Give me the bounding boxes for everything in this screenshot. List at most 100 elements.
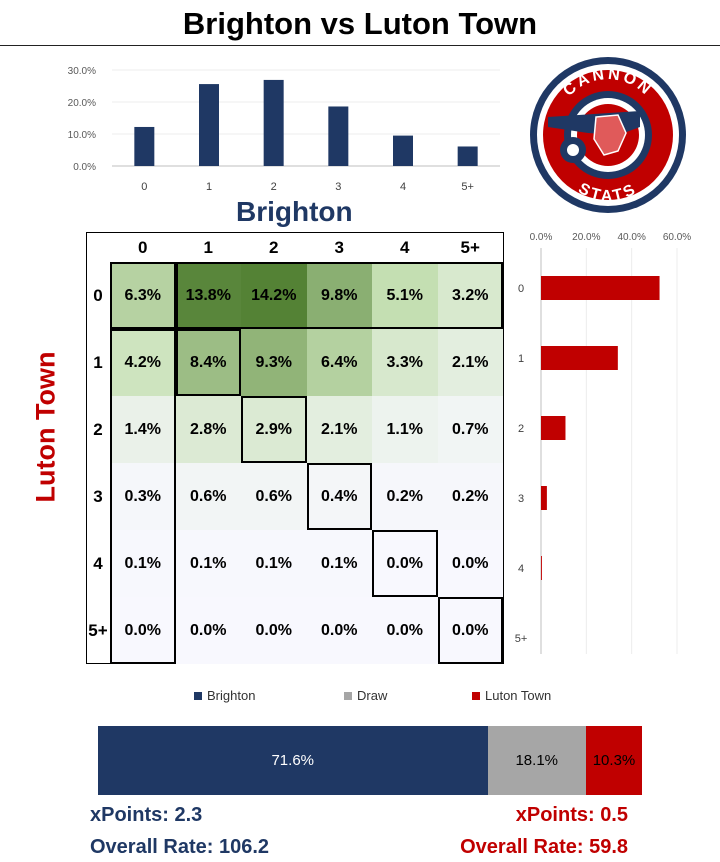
matrix-cell: 0.1% [175,530,241,597]
matrix-cell: 2.9% [241,396,307,463]
away-goals-bar [541,346,618,370]
away-chart-xtick: 60.0% [663,232,691,243]
home-chart-xtick: 4 [400,181,406,193]
away-win-col-outline [110,329,176,664]
matrix-col-header: 3 [334,238,344,257]
away-chart-ytick: 4 [518,563,524,575]
home-goals-bar [263,79,284,166]
outcome-away-segment: 10.3% [586,726,642,795]
matrix-cell: 9.3% [241,329,307,396]
home-chart-ytick: 10.0% [68,130,96,141]
matrix-cell: 0.2% [372,463,438,530]
matrix-col-header: 4 [400,238,410,257]
outcome-legend: Brighton Draw Luton Town [0,688,720,708]
matrix-cell: 14.2% [241,262,307,329]
away-chart-ytick: 3 [518,493,524,505]
matrix-cell: 0.1% [241,530,307,597]
home-goals-bar [457,146,478,166]
title-divider [0,45,720,46]
matrix-cell: 3.2% [437,262,503,329]
matrix-cell: 2.1% [306,396,372,463]
away-goals-bar [541,556,542,580]
page-title: Brighton vs Luton Town [182,6,538,41]
matrix-col-header: 2 [269,238,279,257]
matrix-cell: 13.8% [175,262,241,329]
legend-label-away: Luton Town [485,688,552,703]
away-team-label: Luton Town [30,351,61,503]
home-chart-xtick: 0 [141,181,147,193]
away-chart-ytick: 1 [518,353,524,365]
away-goals-bar [541,416,566,440]
matrix-cell: 0.0% [437,597,503,664]
matrix-cell: 1.1% [372,396,438,463]
home-chart-ytick: 20.0% [68,98,96,109]
matrix-cell: 0.3% [110,463,176,530]
matrix-cell: 0.0% [110,597,176,664]
home-chart-xtick: 1 [206,181,212,193]
matrix-cell: 6.4% [306,329,372,396]
draw-diagonal-outline [306,463,372,530]
draw-diagonal-outline [175,329,241,396]
legend-swatch-draw [344,691,352,700]
matrix-cell: 0.2% [437,463,503,530]
matrix-cell: 9.8% [306,262,372,329]
home-goals-chart: 0.0% 10.0% 20.0% 30.0% 0 1 2 3 4 5+ [68,66,500,193]
home-chart-xtick: 2 [271,181,277,193]
legend-swatch-away [472,691,480,700]
matrix-row-header: 4 [93,553,103,573]
away-chart-ytick: 0 [518,283,524,295]
score-matrix: 0 1 2 3 4 5+ 0 1 2 3 4 5+ 6.3% 13.8% 14.2% 9.8% 5.1% 3.2%… [86,232,504,664]
matrix-cell: 3.3% [372,329,438,396]
matrix-cell: 0.6% [175,463,241,530]
away-chart-ytick: 2 [518,423,524,435]
away-goals-bar [541,276,660,300]
matrix-row-header: 5+ [88,620,108,640]
matrix-row-header: 1 [93,352,103,372]
legend-label-draw: Draw [357,688,388,703]
home-goals-bar [134,126,155,166]
matrix-row-header: 3 [93,486,103,506]
matrix-col-header: 5+ [460,238,480,257]
outcome-draw-segment: 18.1% [487,726,586,795]
home-chart-ytick: 30.0% [68,66,96,77]
matrix-cell: 5.1% [372,262,438,329]
home-chart-xtick: 5+ [461,181,474,193]
home-xpoints: xPoints: 2.3 [90,804,203,826]
home-win-row-outline [175,262,503,329]
home-chart-ytick: 0.0% [73,162,96,173]
draw-diagonal-outline [241,396,307,463]
draw-diagonal-outline [110,262,176,329]
matrix-col-header: 0 [138,238,148,257]
legend-swatch-home [194,691,202,700]
away-overall-rate: Overall Rate: 59.8 [460,836,628,858]
matrix-cell: 0.0% [437,530,503,597]
matrix-cell: 0.0% [241,597,307,664]
away-chart-xtick: 40.0% [617,232,645,243]
home-goals-bar [199,84,219,166]
matrix-cell: 0.4% [306,463,372,530]
outcome-bar: 71.6% 18.1% 10.3% [98,726,642,795]
matrix-cell: 2.8% [175,396,241,463]
home-goals-bar [393,135,413,166]
matrix-row-header: 0 [93,285,103,305]
home-team-label: Brighton [236,196,353,227]
matrix-cell: 2.1% [437,329,503,396]
legend-item-draw: Draw [344,688,387,703]
home-overall-rate: Overall Rate: 106.2 [90,836,269,858]
away-goals-bar [541,486,547,510]
matrix-cell: 0.0% [306,597,372,664]
away-chart-xtick: 20.0% [572,232,600,243]
matrix-cell: 0.0% [372,530,438,597]
cannon-stats-logo: CANNON STATS [530,57,686,213]
matrix-cell: 0.7% [437,396,503,463]
matrix-cell: 0.0% [372,597,438,664]
away-xpoints: xPoints: 0.5 [515,804,628,826]
draw-diagonal-outline [437,597,503,664]
legend-item-away: Luton Town [472,688,551,703]
legend-item-home: Brighton [194,688,255,703]
outcome-home-segment: 71.6% [98,726,488,795]
legend-label-home: Brighton [207,688,256,703]
away-goals-chart: 0.0% 20.0% 40.0% 60.0% 0 1 2 3 4 5+ [515,232,691,654]
home-chart-xtick: 3 [335,181,341,193]
matrix-cell: 0.6% [241,463,307,530]
